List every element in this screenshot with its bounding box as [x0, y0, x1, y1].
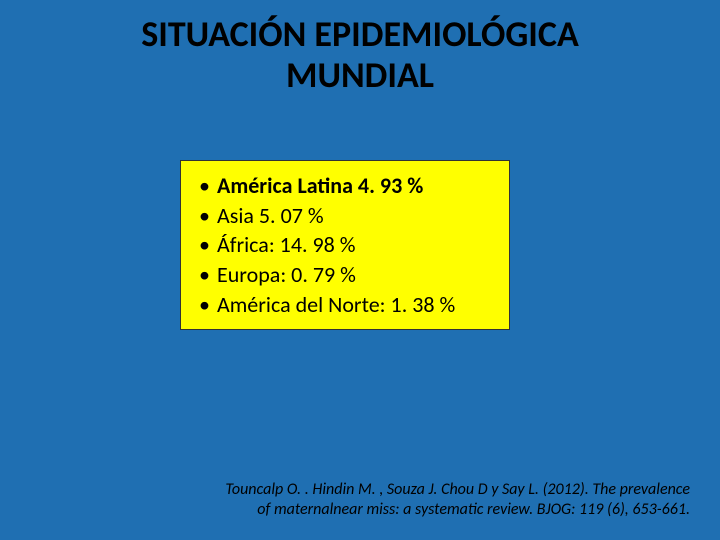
bullet-text: África: 14. 98 %: [217, 231, 356, 258]
title-line-1: SITUACIÓN EPIDEMIOLÓGICA: [141, 12, 579, 56]
bullet-text: América Latina 4. 93 %: [217, 172, 423, 199]
list-item: América Latina 4. 93 %: [195, 171, 495, 201]
title-line-2: MUNDIAL: [286, 53, 434, 97]
bullet-text: Asia 5. 07 %: [217, 202, 324, 229]
bullet-list: América Latina 4. 93 % Asia 5. 07 % Áfri…: [195, 171, 495, 319]
list-item: Europa: 0. 79 %: [195, 260, 495, 290]
list-item: América del Norte: 1. 38 %: [195, 290, 495, 320]
slide-title: SITUACIÓN EPIDEMIOLÓGICA MUNDIAL: [0, 0, 720, 97]
list-item: África: 14. 98 %: [195, 230, 495, 260]
content-box: América Latina 4. 93 % Asia 5. 07 % Áfri…: [180, 160, 510, 330]
citation: Touncalp O. . Hindin M. , Souza J. Chou …: [210, 480, 690, 520]
bullet-text: América del Norte: 1. 38 %: [217, 291, 455, 318]
list-item: Asia 5. 07 %: [195, 201, 495, 231]
bullet-text: Europa: 0. 79 %: [217, 261, 356, 288]
